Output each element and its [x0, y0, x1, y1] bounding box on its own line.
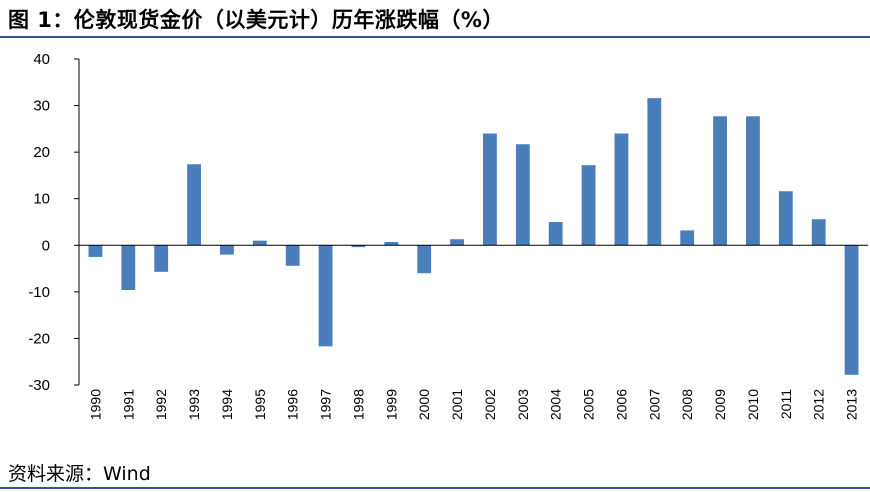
y-tick-label: -10 [28, 284, 50, 301]
x-tick-label: 2008 [679, 389, 695, 420]
x-tick-label: 1991 [120, 389, 136, 420]
y-tick-label: -20 [28, 330, 50, 347]
bar-2013 [844, 245, 859, 375]
x-tick-label: 2000 [416, 389, 432, 420]
x-tick-label: 2004 [548, 389, 564, 420]
x-tick-label: 1994 [219, 389, 235, 420]
bar-2005 [581, 165, 596, 246]
bar-2012 [811, 219, 826, 246]
x-tick-label: 1992 [153, 389, 169, 420]
y-tick-label: 0 [42, 237, 50, 254]
title-rule [0, 36, 870, 38]
bar-2010 [746, 116, 760, 246]
source-note: 资料来源：Wind [8, 463, 151, 485]
y-tick-label: 30 [33, 98, 50, 115]
bar-1995 [252, 240, 267, 246]
y-tick-label: 20 [33, 144, 50, 161]
y-tick-label: 40 [33, 51, 50, 68]
x-tick-label: 2007 [646, 389, 662, 420]
x-tick-label: 2005 [581, 389, 597, 420]
x-tick-label: 1998 [350, 389, 366, 420]
bar-2009 [713, 116, 727, 246]
bar-1990 [88, 245, 103, 257]
x-tick-label: 2003 [515, 389, 531, 420]
bar-1996 [285, 245, 300, 266]
x-tick-label: 2002 [482, 389, 498, 420]
bar-1998 [351, 245, 366, 248]
bar-1991 [121, 245, 136, 290]
y-axis-ticks: -30 -20 -10 0 10 20 30 40 [28, 51, 79, 394]
y-tick-label: -30 [28, 377, 50, 394]
figure-title: 图 1：伦敦现货金价（以美元计）历年涨跌幅（%） [8, 8, 504, 32]
x-tick-label: 2006 [613, 389, 629, 420]
x-tick-label: 1995 [252, 389, 268, 420]
bar-1993 [187, 164, 201, 246]
x-tick-label: 2011 [778, 389, 794, 419]
y-tick-label: 10 [33, 191, 50, 208]
x-tick-label: 1990 [87, 389, 103, 420]
bar-2004 [548, 222, 563, 246]
bar-1999 [384, 242, 399, 246]
bottom-rule [0, 487, 870, 489]
x-tick-label: 2009 [712, 389, 728, 420]
x-tick-label: 1999 [383, 389, 399, 420]
bar-2003 [515, 144, 530, 246]
bar-1994 [220, 245, 234, 255]
x-tick-label: 1993 [186, 389, 202, 420]
x-tick-label: 1997 [318, 389, 334, 420]
bar-2000 [417, 245, 432, 274]
x-tick-label: 2012 [811, 389, 827, 420]
bars [88, 98, 859, 375]
bar-2006 [614, 133, 629, 246]
bar-2008 [680, 230, 695, 246]
x-tick-label: 1996 [285, 389, 301, 420]
bar-2011 [778, 191, 793, 246]
x-axis-ticks: 1990 1991 1992 1993 1994 1995 1996 1997 1998 1999… [87, 389, 859, 420]
bar-2007 [647, 98, 662, 246]
bar-1992 [154, 245, 169, 272]
bar-2001 [450, 239, 464, 246]
bar-1997 [318, 245, 333, 347]
x-tick-label: 2010 [745, 389, 761, 420]
x-tick-label: 2001 [449, 389, 465, 420]
x-tick-label: 2013 [844, 389, 860, 420]
bar-2002 [483, 133, 497, 246]
